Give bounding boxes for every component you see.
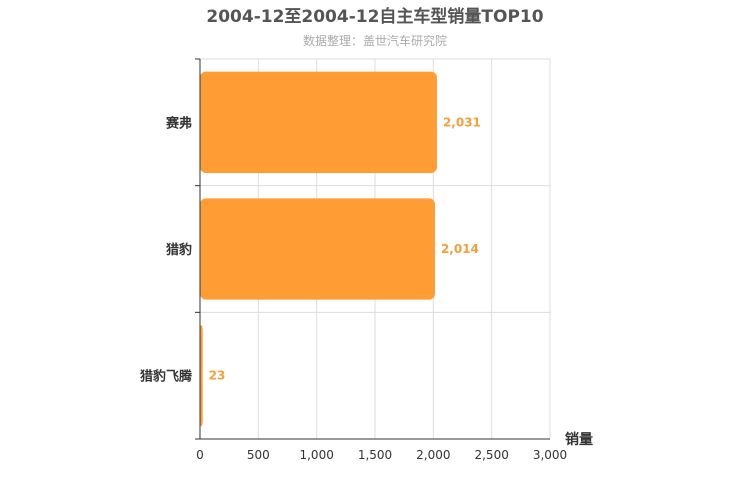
- data-label: 2,014: [441, 242, 479, 256]
- x-tick-label: 2,500: [474, 448, 508, 462]
- chart-subtitle: 数据整理：盖世汽车研究院: [303, 33, 447, 48]
- bar: [200, 71, 437, 173]
- data-label: 2,031: [443, 115, 481, 129]
- bars: 2,031 2,014 23: [200, 71, 481, 427]
- data-label: 23: [209, 369, 226, 383]
- bar: [200, 325, 203, 427]
- x-tick-label: 500: [247, 448, 270, 462]
- x-tick-label: 3,000: [533, 448, 567, 462]
- x-tick-label: 1,000: [299, 448, 333, 462]
- x-axis-title: 销量: [565, 431, 593, 448]
- category-label: 赛弗: [165, 115, 192, 131]
- bar: [200, 198, 435, 300]
- category-label: 猎豹: [166, 242, 192, 258]
- x-tick-label: 2,000: [416, 448, 450, 462]
- category-label: 猎豹飞腾: [140, 369, 193, 385]
- x-tick-label: 0: [196, 448, 204, 462]
- x-tick-label: 1,500: [358, 448, 392, 462]
- chart-title: 2004-12至2004-12自主车型销量TOP10: [206, 6, 543, 27]
